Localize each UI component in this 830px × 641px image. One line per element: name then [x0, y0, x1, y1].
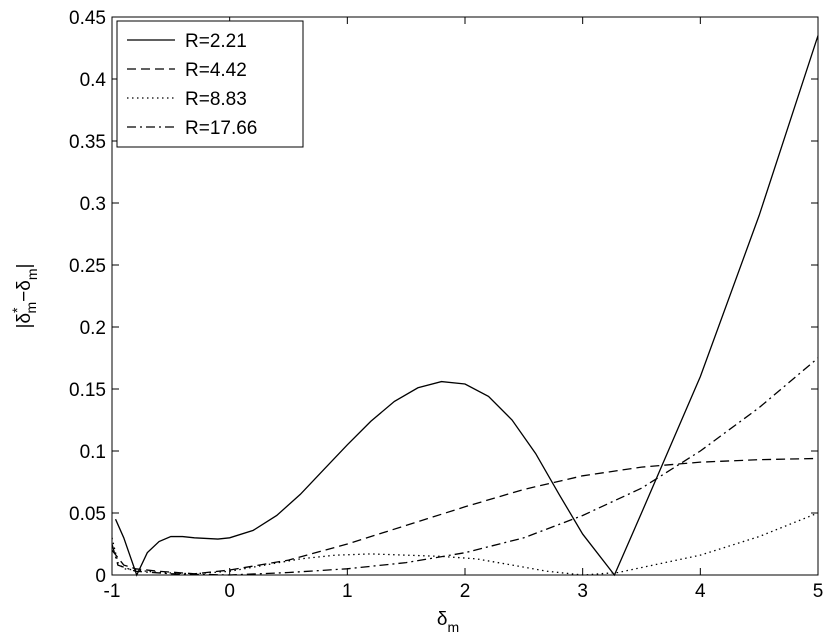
series-line [111, 512, 819, 576]
y-tick-label: 0.3 [80, 194, 106, 215]
x-tick-label: 2 [460, 581, 471, 602]
y-label-sub: m [23, 302, 39, 314]
x-tick-label: -1 [104, 581, 121, 602]
y-tick-label: 0.15 [69, 380, 106, 401]
x-label-base: δ [437, 609, 448, 630]
series-line [114, 35, 819, 577]
x-tick-label: 5 [813, 581, 824, 602]
y-label-part: −δ [14, 280, 35, 302]
x-tick-label: 0 [224, 581, 235, 602]
legend-label: R=4.42 [185, 60, 247, 81]
y-tick-label: 0 [95, 566, 106, 587]
y-axis-label: |δ*m−δm| [9, 264, 40, 329]
series-line [111, 457, 819, 575]
y-tick-label: 0.25 [69, 256, 106, 277]
y-tick-label: 0.35 [69, 132, 106, 153]
y-tick-label: 0.05 [69, 504, 106, 525]
x-tick-label: 3 [577, 581, 588, 602]
y-label-sup: * [9, 307, 25, 313]
x-label-sub: m [447, 619, 459, 635]
y-tick-label: 0.2 [80, 318, 106, 339]
y-tick-label: 0.4 [80, 70, 107, 91]
legend-box [116, 20, 304, 148]
legend-label: R=2.21 [185, 31, 247, 52]
y-label-sub: m [24, 268, 40, 280]
legend-label: R=17.66 [185, 118, 257, 139]
y-label-part: | [14, 264, 35, 269]
x-axis-label: δm [437, 609, 459, 635]
x-tick-label: 4 [695, 581, 706, 602]
y-label-part: |δ [14, 313, 35, 329]
series-line [111, 357, 819, 576]
y-tick-label: 0.1 [80, 442, 106, 463]
y-tick-label: 0.45 [69, 8, 106, 29]
legend-label: R=8.83 [185, 89, 247, 110]
x-tick-label: 1 [342, 581, 353, 602]
